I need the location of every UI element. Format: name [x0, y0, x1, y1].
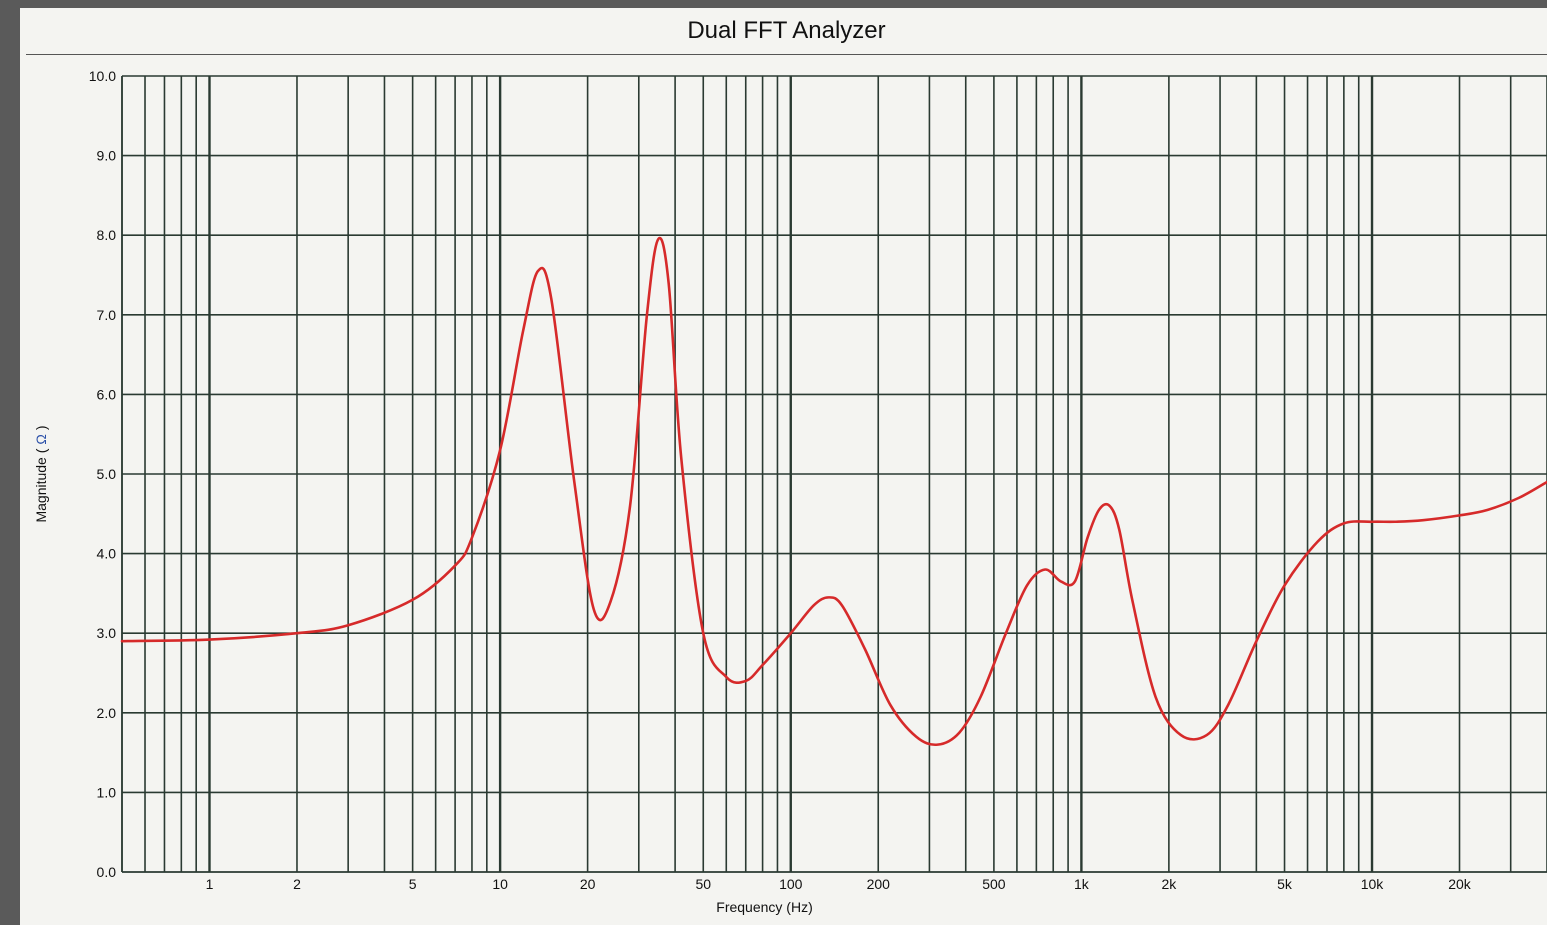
- y-tick-label: 8.0: [97, 227, 117, 243]
- y-tick-label: 10.0: [89, 68, 116, 84]
- y-axis-label-close: ): [33, 425, 49, 430]
- y-tick-label: 1.0: [97, 784, 117, 800]
- x-tick-label: 5k: [1277, 876, 1293, 892]
- x-axis-label: Frequency (Hz): [716, 899, 812, 915]
- chart-title: Dual FFT Analyzer: [687, 17, 886, 44]
- x-tick-label: 2k: [1161, 876, 1177, 892]
- y-tick-label: 7.0: [97, 307, 117, 323]
- x-tick-label: 5: [409, 876, 417, 892]
- x-tick-label: 20k: [1448, 876, 1472, 892]
- y-axis-label: Magnitude ( Ω): [33, 425, 49, 522]
- y-tick-label: 4.0: [97, 546, 117, 562]
- ohm-unit-icon: Ω: [33, 434, 49, 444]
- major-gridlines: [121, 75, 1547, 873]
- y-axis-ticks: 0.0 1.0 2.0 3.0 4.0 5.0 6.0 7.0 8.0 9.0 10.0: [89, 68, 116, 880]
- x-tick-label: 100: [779, 876, 803, 892]
- y-axis-label-text: Magnitude (: [33, 448, 49, 522]
- window-left-border: [0, 0, 20, 925]
- x-tick-label: 20: [580, 876, 596, 892]
- x-tick-label: 200: [867, 876, 891, 892]
- x-tick-label: 50: [695, 876, 711, 892]
- y-tick-label: 3.0: [97, 625, 117, 641]
- y-tick-label: 9.0: [97, 148, 117, 164]
- x-tick-label: 10k: [1361, 876, 1385, 892]
- title-divider: [26, 54, 1547, 55]
- y-tick-label: 5.0: [97, 466, 117, 482]
- magnitude-series-line: [120, 236, 1547, 747]
- x-tick-label: 1k: [1074, 876, 1090, 892]
- y-tick-label: 0.0: [97, 864, 117, 880]
- x-tick-label: 10: [492, 876, 508, 892]
- x-tick-label: 500: [982, 876, 1006, 892]
- window-top-border: [0, 0, 1547, 8]
- x-tick-label: 1: [206, 876, 214, 892]
- x-tick-label: 2: [293, 876, 301, 892]
- x-axis-ticks: 1 2 5 10 20 50 100 200 500 1k 2k 5k 10k 20k: [206, 876, 1472, 892]
- y-tick-label: 6.0: [97, 386, 117, 402]
- y-tick-label: 2.0: [97, 705, 117, 721]
